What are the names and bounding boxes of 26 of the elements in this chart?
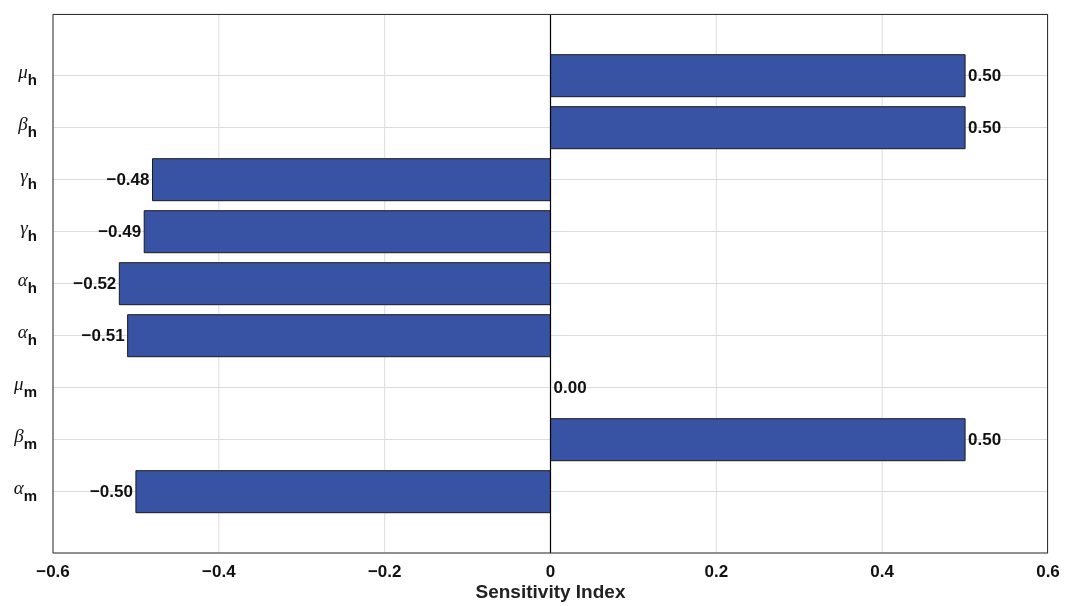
data-label: −0.50 [89,482,133,501]
y-tick-label: γ$_{h}$ [20,164,37,192]
data-label: 0.50 [968,66,1002,85]
x-tick-label: 0.6 [1036,562,1060,582]
y-tick-label: β$_{m}$ [13,424,37,452]
y-tick-label: α$_{h}$ [17,268,37,296]
data-label: −0.52 [73,274,117,293]
data-label: 0.00 [553,378,587,397]
x-axis-title: Sensitivity Index [475,581,626,602]
x-tick-label: −0.4 [202,562,237,582]
y-tick-label: β$_{h}$ [17,112,37,140]
data-label: −0.48 [106,170,150,189]
data-label: −0.49 [98,222,142,241]
x-tick-label: 0.2 [704,562,729,582]
x-tick-label: −0.2 [367,562,402,582]
y-tick-label: μ$_{h}$ [17,60,37,88]
y-tick-label: μ$_{m}$ [13,372,37,400]
y-tick-label: α$_{m}$ [13,476,37,504]
x-tick-label: 0 [545,562,556,582]
x-tick-label: −0.6 [36,562,70,582]
x-tick-label: 0.4 [870,562,895,582]
data-label: 0.50 [968,118,1002,137]
y-tick-label: α$_{h}$ [17,320,37,348]
y-tick-label: γ$_{h}$ [20,216,37,244]
data-label: 0.50 [968,430,1002,449]
data-label: −0.51 [81,326,125,345]
